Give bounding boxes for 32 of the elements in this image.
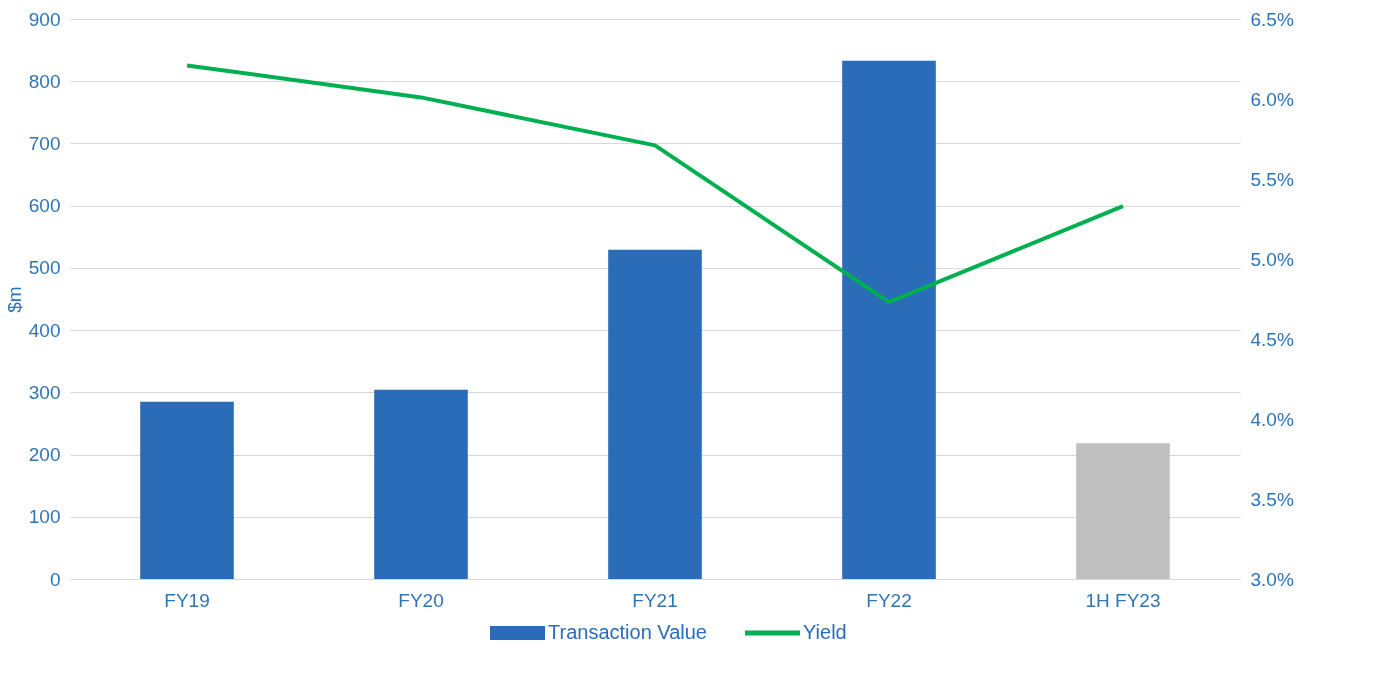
- y-tick-label: 500: [28, 257, 61, 279]
- y-tick-label: 300: [28, 381, 61, 403]
- bar: [608, 249, 702, 579]
- y-tick-label: 900: [28, 8, 61, 30]
- y2-tick-label: 6.0%: [1250, 88, 1294, 110]
- y-axis-title: $m: [3, 286, 25, 313]
- y-tick-label: 600: [28, 195, 61, 217]
- y-tick-label: 0: [49, 568, 61, 590]
- line-series: [185, 63, 1125, 305]
- y2-tick-label: 5.0%: [1250, 248, 1294, 270]
- legend-label: Yield: [803, 621, 847, 643]
- y2-tick-label: 5.5%: [1250, 168, 1294, 190]
- y-tick-label: 800: [28, 70, 61, 92]
- y-tick-label: 400: [28, 319, 61, 341]
- y2-tick-label: 3.0%: [1250, 568, 1294, 590]
- x-tick-label: FY22: [866, 589, 912, 611]
- y-tick-label: 700: [28, 132, 61, 154]
- x-tick-label: FY20: [398, 589, 444, 611]
- bar: [1076, 443, 1170, 579]
- y2-tick-label: 4.0%: [1250, 408, 1294, 430]
- bar: [140, 401, 234, 579]
- x-tick-label: 1H FY23: [1085, 589, 1161, 611]
- x-tick-label: FY19: [164, 589, 210, 611]
- legend-label: Transaction Value: [548, 621, 707, 643]
- y2-tick-label: 3.5%: [1250, 488, 1294, 510]
- bar: [842, 60, 936, 579]
- y-tick-label: 200: [28, 444, 61, 466]
- x-tick-label: FY21: [632, 589, 678, 611]
- y2-tick-label: 6.5%: [1250, 8, 1294, 30]
- y-tick-label: 100: [28, 506, 61, 528]
- bar: [374, 389, 468, 579]
- y2-tick-label: 4.5%: [1250, 328, 1294, 350]
